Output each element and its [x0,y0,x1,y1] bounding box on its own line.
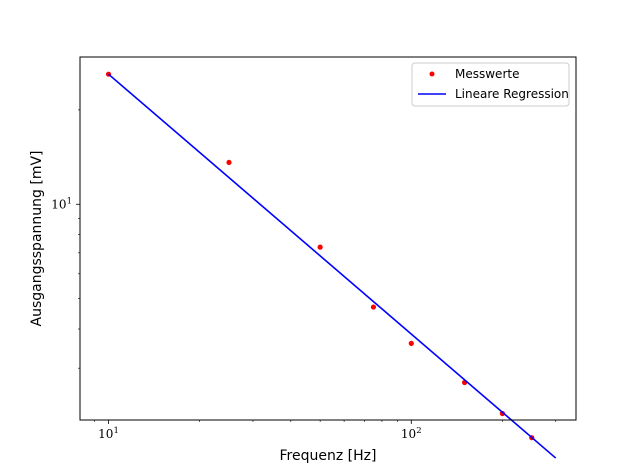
data-point [408,340,414,346]
plot-background [80,57,576,420]
plot-frame [79,56,577,421]
legend-frame [411,62,570,107]
legend-label-regression: Lineare Regression [455,87,569,101]
data-point [226,159,232,166]
x-tick-label: 101 [98,426,119,441]
series-layer [105,71,557,459]
legend: Messwerte Lineare Regression [411,62,570,107]
y-axis-label: Ausgangsspannung [mV] [29,151,45,327]
y-tick-label: 101 [51,196,72,211]
x-axis-label: Frequenz [Hz] [280,448,377,464]
regression-line [107,73,557,459]
data-point [317,244,323,250]
axes-layer: 101 102 101 [51,109,557,441]
data-point [370,304,377,310]
legend-label-messwerte: Messwerte [455,67,519,81]
legend-marker-messwerte [429,71,435,77]
x-tick-label: 102 [401,426,422,441]
